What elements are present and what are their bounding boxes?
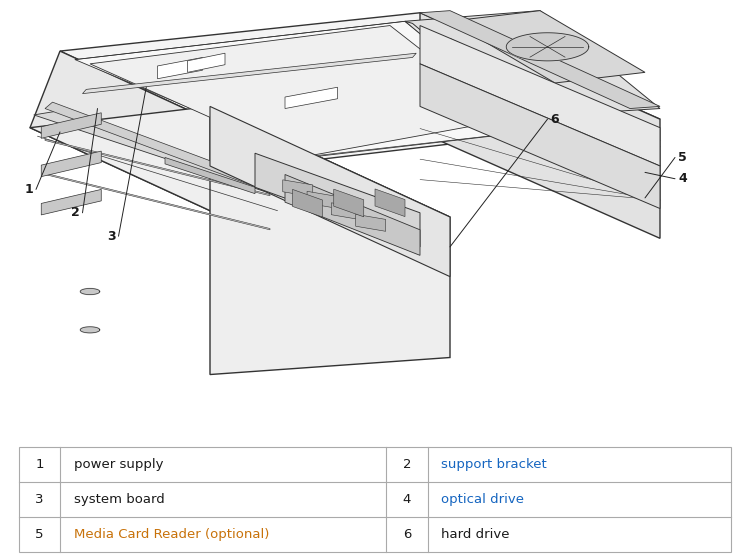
Polygon shape (356, 214, 386, 231)
Polygon shape (210, 106, 450, 277)
Text: power supply: power supply (74, 459, 163, 472)
Polygon shape (34, 111, 300, 196)
Polygon shape (285, 175, 420, 255)
Polygon shape (420, 11, 660, 109)
Polygon shape (45, 139, 270, 196)
Polygon shape (41, 151, 101, 176)
Polygon shape (255, 153, 420, 247)
Text: hard drive: hard drive (441, 529, 509, 542)
Bar (19, 447, 731, 553)
Polygon shape (60, 13, 660, 162)
Polygon shape (82, 53, 416, 94)
Polygon shape (158, 58, 203, 79)
Polygon shape (405, 11, 660, 117)
Text: system board: system board (74, 493, 164, 506)
Polygon shape (80, 288, 100, 295)
Polygon shape (80, 327, 100, 333)
Text: Media Card Reader (optional): Media Card Reader (optional) (74, 529, 268, 542)
Text: 5: 5 (678, 151, 687, 164)
Polygon shape (285, 87, 338, 109)
Polygon shape (30, 106, 450, 239)
Text: 5: 5 (35, 529, 44, 542)
Polygon shape (75, 21, 638, 157)
Polygon shape (292, 189, 322, 217)
Polygon shape (307, 192, 337, 208)
Polygon shape (420, 13, 660, 239)
Polygon shape (405, 21, 525, 117)
Text: 3: 3 (106, 230, 116, 242)
Polygon shape (41, 113, 101, 138)
Polygon shape (334, 189, 364, 217)
Text: 4: 4 (678, 172, 687, 185)
Polygon shape (45, 173, 270, 230)
Polygon shape (506, 33, 589, 61)
Polygon shape (41, 189, 101, 215)
Polygon shape (30, 51, 300, 239)
Text: 2: 2 (403, 459, 411, 472)
Text: 6: 6 (550, 113, 560, 125)
Text: 1: 1 (35, 459, 44, 472)
Text: 1: 1 (24, 183, 33, 196)
Polygon shape (420, 26, 660, 166)
Polygon shape (283, 180, 313, 197)
Polygon shape (375, 189, 405, 217)
Polygon shape (165, 157, 255, 194)
Polygon shape (420, 64, 660, 208)
Polygon shape (332, 203, 362, 220)
Polygon shape (450, 11, 645, 83)
Polygon shape (90, 26, 510, 157)
Polygon shape (210, 106, 450, 375)
Text: optical drive: optical drive (441, 493, 524, 506)
Text: 4: 4 (403, 493, 411, 506)
Polygon shape (188, 53, 225, 72)
Text: support bracket: support bracket (441, 459, 547, 472)
Text: 3: 3 (35, 493, 44, 506)
Polygon shape (45, 102, 270, 189)
Text: 6: 6 (403, 529, 411, 542)
Text: 2: 2 (70, 206, 80, 220)
